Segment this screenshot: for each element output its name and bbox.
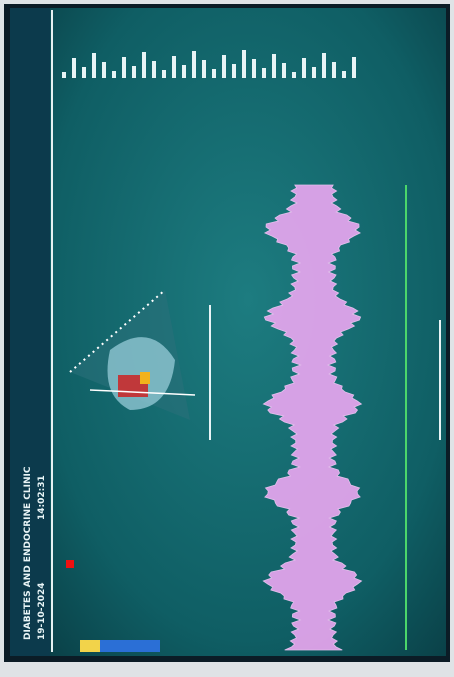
scale-tick [202,60,206,78]
scale-tick [72,58,76,78]
clinic-name: DIABETES AND ENDOCRINE CLINIC [23,466,33,640]
scale-tick [132,66,136,78]
scale-tick [232,64,236,78]
scale-tick [102,62,106,78]
scale-tick [92,53,96,78]
scale-tick [172,56,176,78]
date: 19-10-2024 [37,582,47,640]
doppler-waveform [262,184,363,651]
scale-tick [122,57,126,78]
echo-image [69,289,211,440]
scale-tick [292,72,296,78]
scale-tick [112,71,116,78]
scale-tick [142,52,146,78]
top-scale [62,50,356,78]
info-text: DIABETES AND ENDOCRINE CLINIC 14:02:31 1… [23,466,47,640]
screen [50,8,446,656]
record-dot [66,560,74,568]
scale-tick [82,67,86,78]
scale-tick [162,70,166,78]
scale-tick [152,61,156,78]
scale-tick [272,54,276,78]
scale-tick [322,53,326,78]
scale-tick [312,67,316,78]
scale-tick [62,72,66,78]
scale-tick [222,55,226,78]
scale-tick [352,57,356,78]
scale-tick [332,62,336,78]
scale-tick [182,65,186,78]
scale-tick [262,68,266,78]
color-bar-yellow [80,640,100,652]
scale-tick [252,59,256,78]
scale-tick [282,63,286,78]
scale-tick [342,71,346,78]
scale-tick [302,58,306,78]
time: 14:02:31 [37,475,47,520]
scale-tick [212,69,216,78]
scale-tick [242,50,246,78]
info-strip [10,8,50,656]
scale-tick [192,51,196,78]
